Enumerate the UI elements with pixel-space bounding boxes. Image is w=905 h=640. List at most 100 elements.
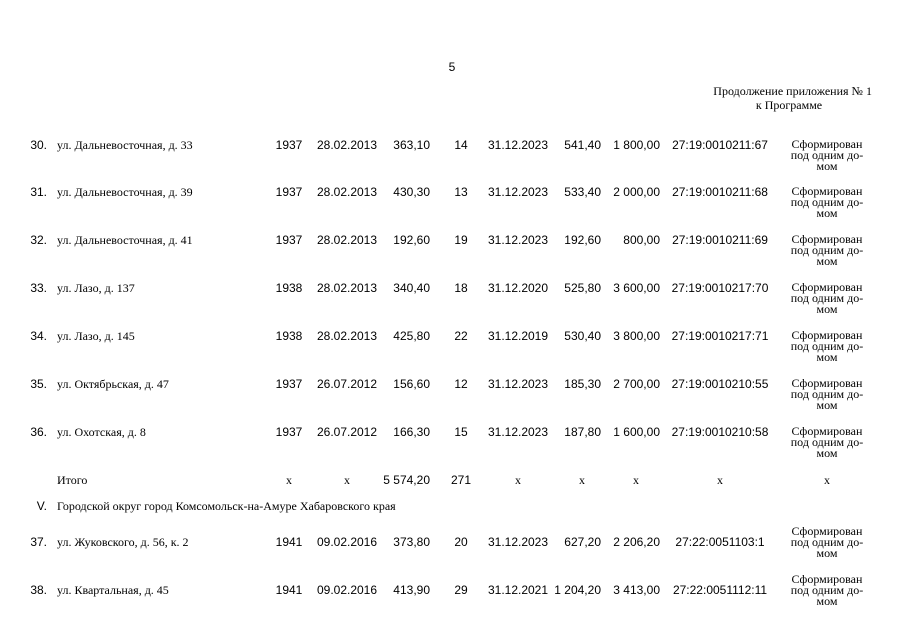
date: 26.07.2012 [316,377,378,391]
cadastral-number: 27:19:0010210:58 [671,425,769,439]
status-line: под одним до- [790,148,864,162]
area: 156,60 [393,377,430,391]
address: ул. Лазо, д. 145 [57,329,135,343]
amount: 3 413,00 [613,583,660,597]
status-line: Сформирован [791,424,863,438]
status-line: мом [816,350,838,364]
year: 1938 [275,281,303,295]
status: Сформирован под одним до-мом [790,424,864,460]
row-number: 32. [30,233,47,247]
status-line: мом [816,594,838,608]
status-line: Сформирован [791,376,863,390]
status-line: под одним до- [790,583,864,597]
address: ул. Охотская, д. 8 [57,425,146,439]
total-cell: 271 [450,473,472,487]
total-cell: х [824,473,830,487]
amount: 3 600,00 [613,281,660,295]
section-title: Городской округ город Комсомольск-на-Аму… [57,499,396,513]
count: 18 [454,281,468,295]
total-label: Итого [57,473,88,487]
deadline: 31.12.2023 [487,233,549,247]
amount: 2 700,00 [613,377,660,391]
date: 28.02.2013 [316,281,378,295]
date: 28.02.2013 [316,185,378,199]
amount: 1 800,00 [613,138,660,152]
area-total: 1 204,20 [554,583,601,597]
year: 1937 [275,233,303,247]
status: Сформирован под одним до-мом [791,376,863,411]
deadline: 31.12.2023 [487,138,549,152]
status-line: под одним до- [790,243,864,257]
year: 1937 [275,185,303,199]
amount: 2 000,00 [613,185,660,199]
area-total: 627,20 [564,535,601,549]
cadastral-number: 27:19:0010217:71 [671,329,769,343]
address: ул. Лазо, д. 137 [57,281,135,295]
row-number: 36. [30,425,47,439]
date: 28.02.2013 [316,233,378,247]
date: 26.07.2012 [316,425,378,439]
area: 373,80 [393,535,430,549]
status-line: Сформирован [791,137,863,151]
status: Сформирован под одним до-мом [790,233,864,268]
year: 1941 [275,535,303,549]
deadline: 31.12.2023 [487,185,549,199]
count: 20 [454,535,468,549]
deadline: 31.12.2023 [487,535,549,549]
total-cell: х [286,473,292,487]
status: Сформирован под одним до-мом [791,184,863,220]
area: 363,10 [393,138,430,152]
year: 1937 [275,138,303,152]
area-total: 525,80 [564,281,601,295]
deadline: 31.12.2023 [487,425,549,439]
status-line: под одним до- [790,291,864,305]
deadline: 31.12.2023 [487,377,549,391]
status-line: Сформирован [791,328,863,342]
year: 1938 [275,329,303,343]
cadastral-number: 27:19:0010217:70 [671,281,769,295]
cadastral-number: 27:19:0010210:55 [671,377,769,391]
cadastral-number: 27:19:0010211:69 [672,233,768,247]
status-line: мом [816,446,838,460]
total-cell: х [579,473,585,487]
amount: 800,00 [623,233,660,247]
status-line: под одним до- [790,535,864,549]
area: 166,30 [393,425,430,439]
status-line: мом [816,206,838,220]
row-number: 33. [30,281,47,295]
status-line: под одним до- [790,435,864,449]
area-total: 185,30 [564,377,601,391]
status: Сформирован под одним до-мом [790,137,864,173]
count: 14 [454,138,468,152]
area: 425,80 [393,329,430,343]
address: ул. Октябрьская, д. 47 [57,377,169,391]
status-line: мом [816,546,838,560]
count: 12 [454,377,468,391]
status-line: мом [816,159,838,173]
appendix-note: к Программе [755,98,823,112]
row-number: 35. [30,377,47,391]
status: Сформирован под одним до-мом [790,281,864,315]
amount: 1 600,00 [613,425,660,439]
area: 413,90 [393,583,430,597]
area-total: 533,40 [564,185,601,199]
year: 1937 [275,377,303,391]
status: Сформирован под одним до-мом [790,573,864,608]
date: 28.02.2013 [316,138,378,152]
area-total: 530,40 [564,329,601,343]
row-number: 34. [30,329,47,343]
status-line: мом [816,254,838,268]
count: 29 [454,583,468,597]
area: 340,40 [393,281,430,295]
count: 22 [454,329,468,343]
total-cell: х [633,473,639,487]
status-line: Сформирован [791,184,863,198]
status: Сформирован под одним до-мом [790,328,864,364]
page-number: 5 [448,60,456,74]
deadline: 31.12.2020 [487,281,549,295]
date: 28.02.2013 [316,329,378,343]
area-total: 187,80 [564,425,601,439]
date: 09.02.2016 [316,583,378,597]
status-line: под одним до- [790,339,864,353]
